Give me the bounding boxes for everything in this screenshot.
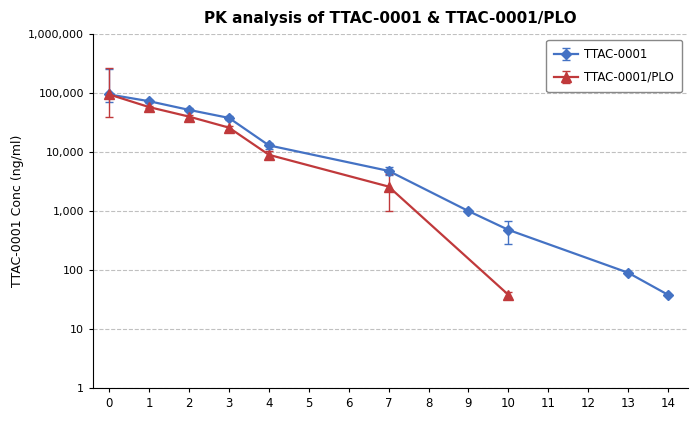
Title: PK analysis of TTAC-0001 & TTAC-0001/PLO: PK analysis of TTAC-0001 & TTAC-0001/PLO: [204, 11, 577, 26]
Y-axis label: TTAC-0001 Conc (ng/ml): TTAC-0001 Conc (ng/ml): [11, 135, 24, 287]
Legend: TTAC-0001, TTAC-0001/PLO: TTAC-0001, TTAC-0001/PLO: [546, 40, 682, 92]
